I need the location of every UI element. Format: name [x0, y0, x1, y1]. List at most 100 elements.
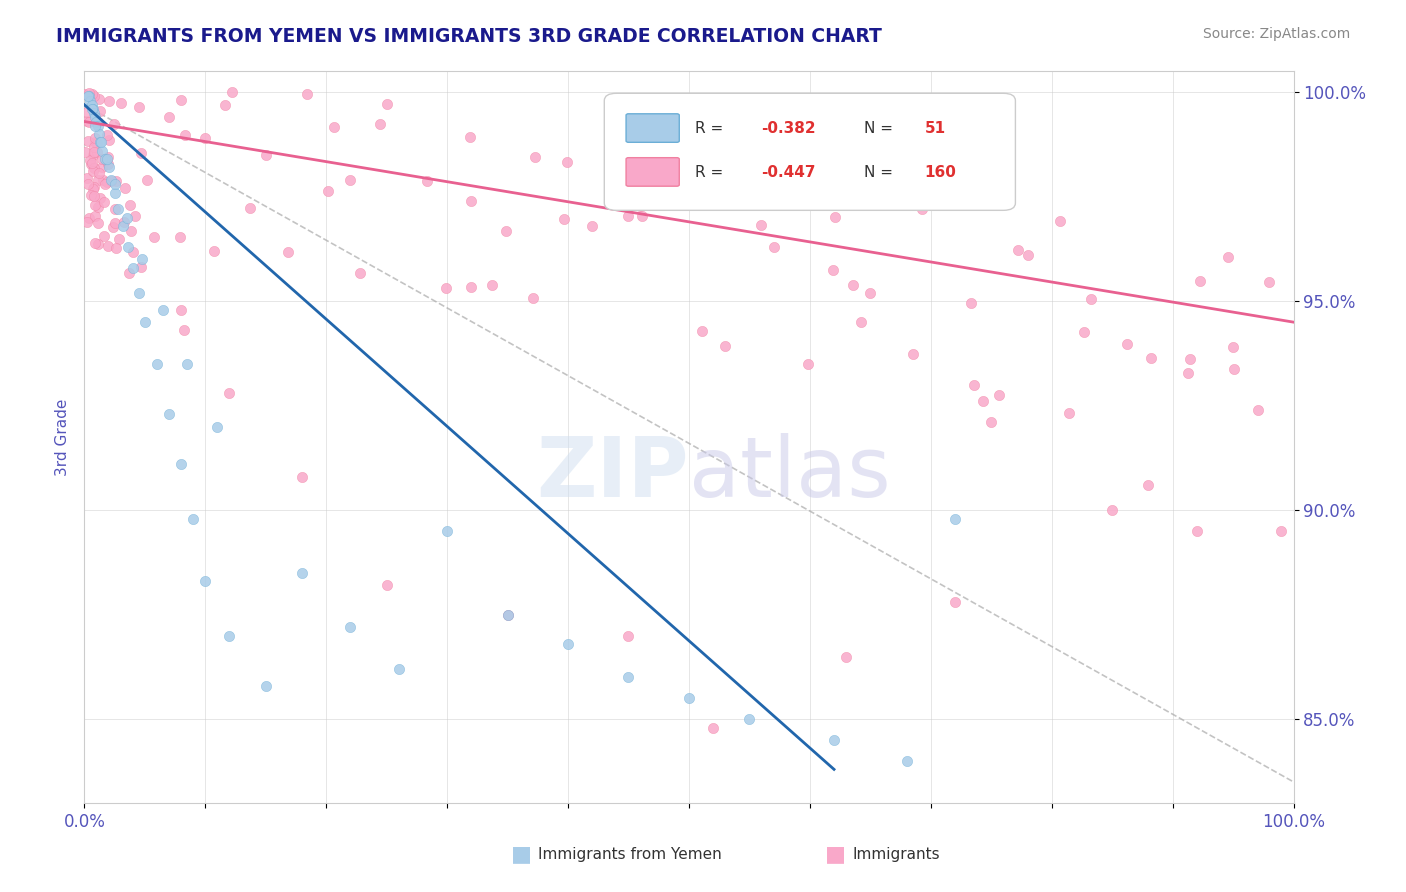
Point: [76, 114, 98, 128]
Point: [963, 377, 986, 392]
Point: [94, 153, 117, 167]
Point: [980, 416, 1002, 430]
Point: [1049, 214, 1071, 228]
Point: [84, 111, 107, 125]
Point: [434, 281, 457, 295]
Point: [173, 323, 195, 337]
Point: [131, 252, 153, 267]
Point: [83, 140, 105, 154]
Point: [460, 280, 482, 294]
Point: [104, 178, 127, 192]
Text: Immigrants from Yemen: Immigrants from Yemen: [538, 847, 721, 862]
Point: [600, 185, 623, 199]
Text: N =: N =: [865, 165, 898, 180]
Point: [460, 130, 482, 145]
Point: [82, 182, 104, 196]
Point: [91, 144, 114, 158]
Point: [84, 210, 107, 224]
Point: [1101, 503, 1123, 517]
Point: [617, 209, 640, 223]
Point: [581, 219, 603, 233]
Point: [87, 216, 110, 230]
Point: [80, 97, 103, 112]
Point: [1270, 524, 1292, 538]
Point: [714, 339, 737, 353]
Point: [496, 607, 519, 622]
Point: [146, 357, 169, 371]
Point: [87, 115, 110, 129]
Point: [631, 209, 654, 223]
Point: [1007, 243, 1029, 257]
Point: [122, 245, 145, 260]
Text: 160: 160: [925, 165, 956, 180]
Point: [1180, 351, 1202, 366]
Point: [84, 236, 107, 251]
Point: [104, 174, 127, 188]
Point: [1247, 403, 1270, 417]
Point: [218, 629, 240, 643]
Point: [97, 151, 120, 165]
Point: [749, 218, 772, 232]
Point: [239, 201, 262, 215]
Point: [94, 152, 117, 166]
Point: [90, 136, 112, 150]
Point: [79, 94, 101, 108]
Point: [105, 241, 128, 255]
Point: [738, 148, 761, 162]
Point: [89, 103, 111, 118]
Point: [87, 127, 110, 141]
Point: [1216, 250, 1239, 264]
Point: [87, 173, 110, 187]
Point: [93, 194, 115, 209]
Point: [1017, 248, 1039, 262]
Text: ■: ■: [825, 844, 846, 864]
Text: atlas: atlas: [689, 434, 890, 514]
Point: [79, 157, 101, 171]
Point: [128, 100, 150, 114]
Point: [214, 98, 236, 112]
Text: ■: ■: [510, 844, 531, 864]
Point: [169, 230, 191, 244]
Point: [194, 574, 217, 589]
Point: [943, 595, 966, 609]
Point: [87, 91, 110, 105]
Point: [181, 511, 204, 525]
Point: [157, 111, 180, 125]
Point: [104, 186, 127, 200]
Point: [103, 219, 125, 234]
Point: [94, 177, 117, 191]
Point: [112, 215, 135, 229]
Text: R =: R =: [695, 165, 728, 180]
Point: [86, 114, 108, 128]
Point: [824, 210, 846, 224]
Point: [896, 754, 918, 768]
Point: [823, 262, 845, 277]
Point: [118, 266, 141, 280]
Point: [254, 148, 277, 162]
Point: [495, 224, 517, 238]
Point: [375, 578, 398, 592]
Point: [1073, 325, 1095, 339]
Point: [254, 679, 277, 693]
Point: [104, 216, 127, 230]
Point: [87, 166, 110, 180]
Point: [277, 245, 299, 260]
Text: ZIP: ZIP: [537, 434, 689, 514]
Point: [77, 178, 100, 192]
Point: [972, 394, 994, 409]
Point: [86, 119, 108, 133]
Point: [73, 87, 96, 101]
Point: [80, 156, 103, 170]
Point: [83, 161, 105, 175]
Point: [339, 173, 361, 187]
Point: [77, 211, 100, 225]
Point: [415, 174, 437, 188]
Point: [291, 566, 314, 580]
Point: [90, 152, 112, 166]
Point: [83, 180, 105, 194]
Point: [108, 232, 131, 246]
Point: [911, 202, 934, 216]
Point: [522, 291, 544, 305]
Point: [96, 175, 118, 189]
Point: [1188, 274, 1211, 288]
